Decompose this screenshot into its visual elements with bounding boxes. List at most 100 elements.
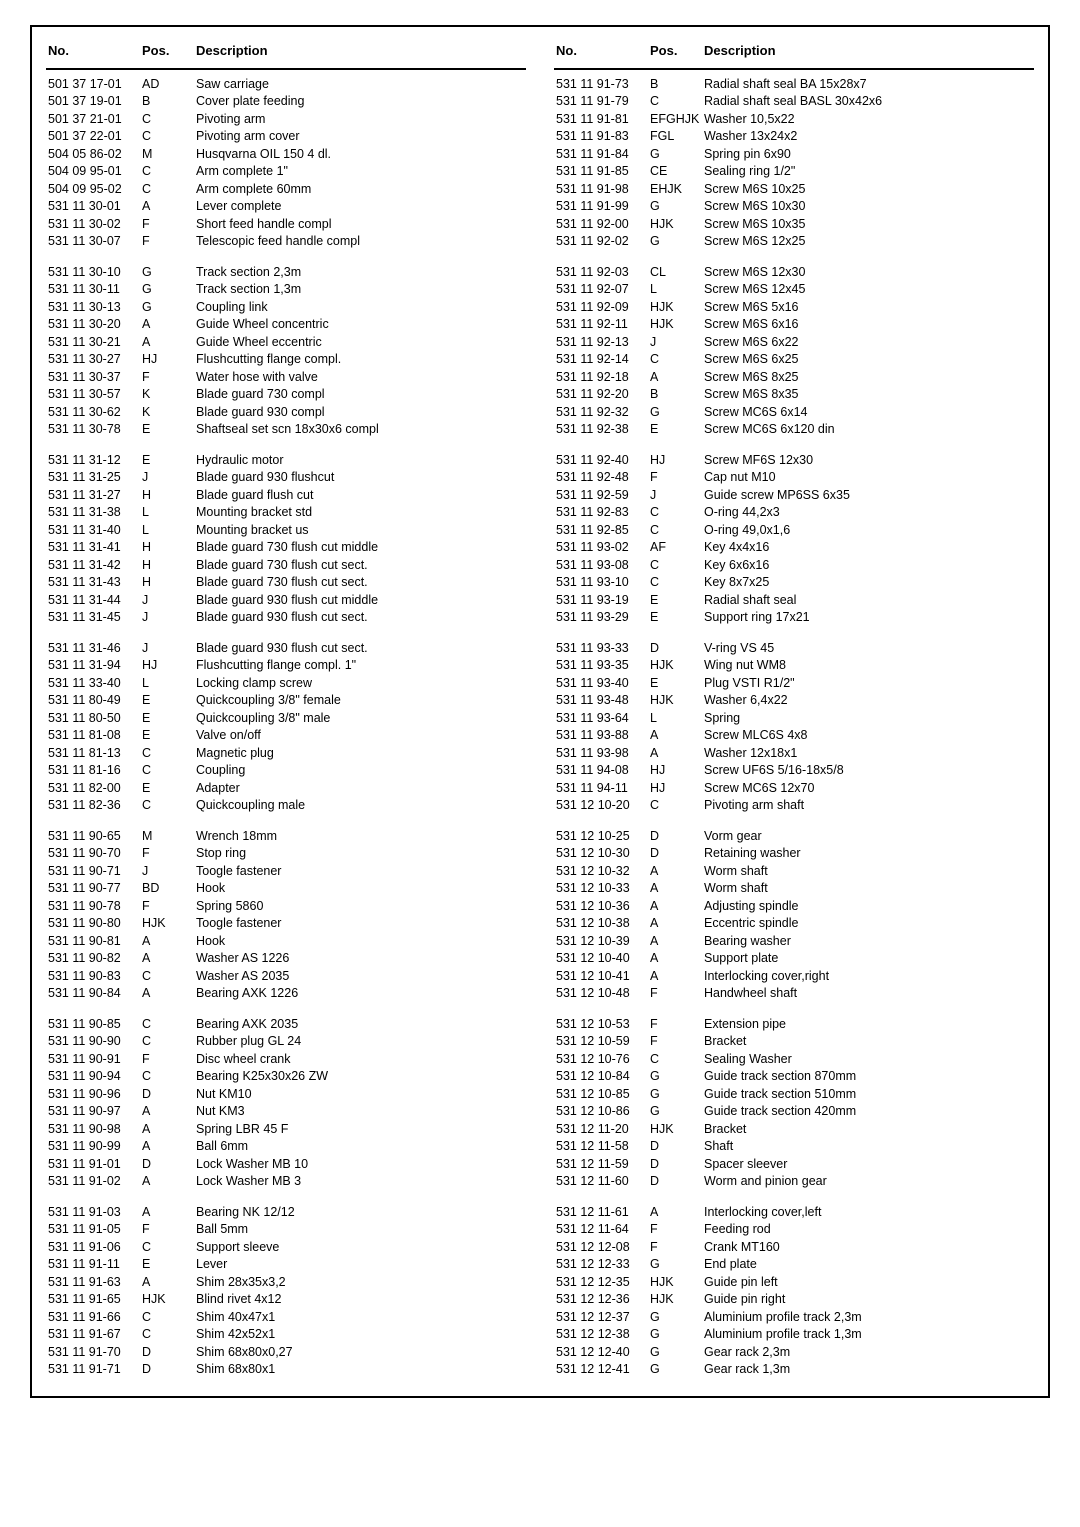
cell-part-no: 531 11 90-96 [46,1085,140,1103]
table-row: 531 11 91-99GScrew M6S 10x30 [554,198,1034,216]
cell-part-no: 531 11 81-16 [46,762,140,780]
cell-part-no: 531 11 90-94 [46,1068,140,1086]
cell-part-no: 531 12 12-40 [554,1343,648,1361]
cell-part-no: 531 11 92-38 [554,421,648,439]
table-row: 531 11 91-73BRadial shaft seal BA 15x28x… [554,75,1034,93]
cell-part-no: 531 11 91-83 [554,128,648,146]
cell-pos: K [140,386,194,404]
cell-description: Feeding rod [702,1221,1034,1239]
cell-description: Quickcoupling male [194,797,526,815]
cell-pos: HJ [648,779,702,797]
cell-part-no: 531 11 33-40 [46,674,140,692]
table-row: 531 11 30-37FWater hose with valve [46,368,526,386]
cell-part-no: 531 11 91-81 [554,110,648,128]
cell-pos: HJK [648,298,702,316]
cell-description: Screw M6S 6x25 [702,351,1034,369]
cell-pos: J [648,486,702,504]
table-row: 531 11 80-50EQuickcoupling 3/8" male [46,709,526,727]
cell-pos: C [648,797,702,815]
cell-part-no: 531 12 11-20 [554,1120,648,1138]
table-row: 531 11 30-13GCoupling link [46,298,526,316]
cell-pos: G [648,1103,702,1121]
cell-pos: D [648,845,702,863]
cell-description: Magnetic plug [194,744,526,762]
cell-pos: A [140,1120,194,1138]
table-row: 531 11 93-08CKey 6x6x16 [554,556,1034,574]
cell-description: Interlocking cover,right [702,967,1034,985]
cell-pos: EHJK [648,180,702,198]
cell-part-no: 531 11 92-02 [554,233,648,251]
cell-pos: C [140,797,194,815]
table-row: 531 11 90-80HJKToogle fastener [46,915,526,933]
cell-pos: G [648,1326,702,1344]
table-row: 531 12 10-20CPivoting arm shaft [554,797,1034,815]
cell-part-no: 504 09 95-01 [46,163,140,181]
table-row: 531 11 92-02GScrew M6S 12x25 [554,233,1034,251]
table-row: 531 11 92-13JScrew M6S 6x22 [554,333,1034,351]
cell-part-no: 531 12 11-61 [554,1203,648,1221]
cell-part-no: 531 12 11-64 [554,1221,648,1239]
cell-part-no: 531 11 92-03 [554,263,648,281]
cell-pos: E [648,674,702,692]
header-pos: Pos. [648,33,702,69]
page-frame: No. Pos. Description 501 37 17-01ADSaw c… [30,25,1050,1398]
table-row: 531 11 93-29ESupport ring 17x21 [554,609,1034,627]
cell-pos: E [648,609,702,627]
cell-description: End plate [702,1256,1034,1274]
cell-part-no: 531 11 30-21 [46,333,140,351]
cell-part-no: 501 37 22-01 [46,128,140,146]
cell-part-no: 531 11 30-57 [46,386,140,404]
cell-part-no: 531 11 93-98 [554,744,648,762]
table-row: 531 12 10-84GGuide track section 870mm [554,1068,1034,1086]
cell-pos: D [648,827,702,845]
cell-part-no: 531 11 31-44 [46,591,140,609]
cell-part-no: 531 11 91-63 [46,1273,140,1291]
cell-pos: HJ [648,451,702,469]
table-row: 531 11 81-16CCoupling [46,762,526,780]
cell-description: Track section 1,3m [194,281,526,299]
cell-pos: A [140,985,194,1003]
cell-part-no: 531 11 90-71 [46,862,140,880]
cell-description: Bearing K25x30x26 ZW [194,1068,526,1086]
cell-description: Lock Washer MB 3 [194,1173,526,1191]
table-row: 531 11 91-79CRadial shaft seal BASL 30x4… [554,93,1034,111]
cell-part-no: 531 11 31-38 [46,504,140,522]
cell-pos: E [140,421,194,439]
cell-part-no: 531 11 90-99 [46,1138,140,1156]
table-row: 531 11 90-96DNut KM10 [46,1085,526,1103]
cell-description: Toogle fastener [194,862,526,880]
cell-description: Shaftseal set scn 18x30x6 compl [194,421,526,439]
cell-part-no: 531 11 30-10 [46,263,140,281]
cell-part-no: 531 12 12-33 [554,1256,648,1274]
table-row: 531 11 90-65MWrench 18mm [46,827,526,845]
cell-part-no: 531 12 10-38 [554,915,648,933]
cell-pos: G [648,1085,702,1103]
cell-pos: F [140,215,194,233]
cell-pos: A [648,727,702,745]
cell-part-no: 531 11 91-05 [46,1221,140,1239]
cell-description: Radial shaft seal [702,591,1034,609]
cell-description: Washer 6,4x22 [702,692,1034,710]
table-row: 531 11 31-38LMounting bracket std [46,504,526,522]
table-row: 531 11 33-40LLocking clamp screw [46,674,526,692]
cell-description: Adjusting spindle [702,897,1034,915]
cell-description: Extension pipe [702,1015,1034,1033]
cell-part-no: 531 11 91-65 [46,1291,140,1309]
cell-part-no: 531 11 92-07 [554,281,648,299]
cell-description: Plug VSTI R1/2" [702,674,1034,692]
cell-part-no: 531 11 93-88 [554,727,648,745]
table-row: 531 11 90-85CBearing AXK 2035 [46,1015,526,1033]
cell-description: Short feed handle compl [194,215,526,233]
cell-description: O-ring 49,0x1,6 [702,521,1034,539]
table-row: 531 11 31-40LMounting bracket us [46,521,526,539]
table-row: 531 11 93-19ERadial shaft seal [554,591,1034,609]
table-row: 531 11 31-41HBlade guard 730 flush cut m… [46,539,526,557]
cell-pos: D [140,1343,194,1361]
cell-part-no: 531 11 91-84 [554,145,648,163]
table-row: 531 12 12-35HJKGuide pin left [554,1273,1034,1291]
table-row: 531 11 31-46JBlade guard 930 flush cut s… [46,639,526,657]
cell-pos: C [140,180,194,198]
cell-description: Arm complete 1" [194,163,526,181]
table-row: 531 11 30-20AGuide Wheel concentric [46,316,526,334]
cell-description: Flushcutting flange compl. 1" [194,657,526,675]
